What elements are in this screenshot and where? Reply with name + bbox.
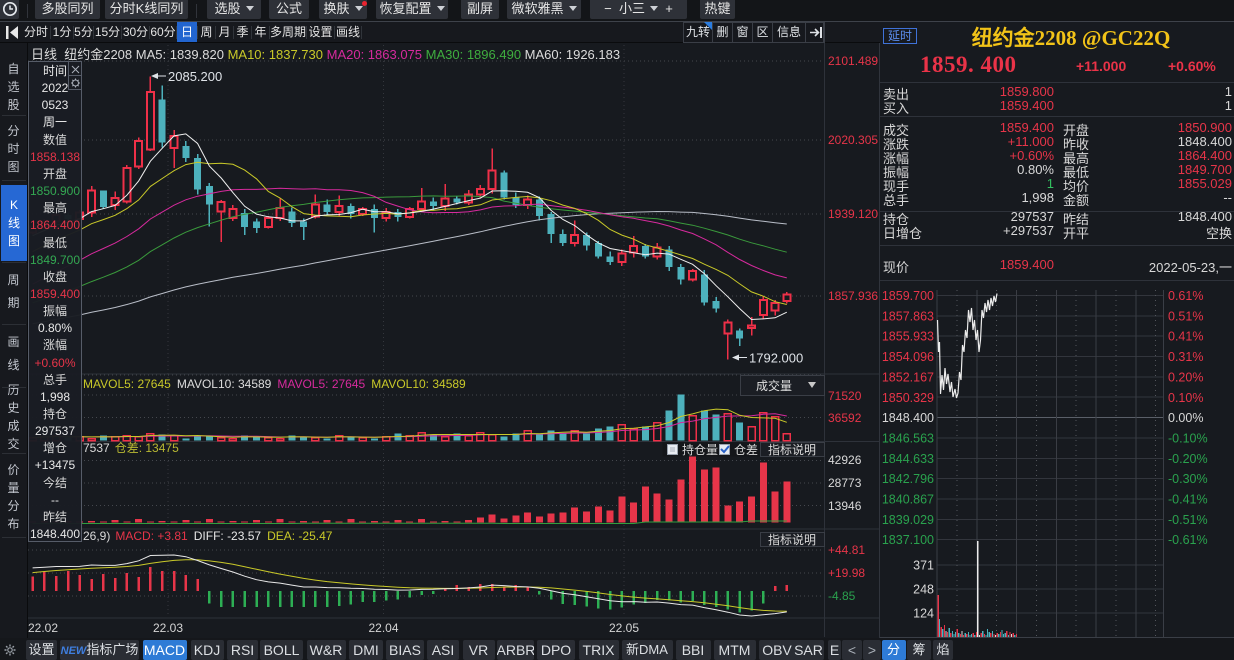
svg-text:2101.489: 2101.489 xyxy=(828,54,878,68)
svg-text:36592: 36592 xyxy=(828,411,862,425)
svg-text:13946: 13946 xyxy=(828,499,862,513)
svg-text:248: 248 xyxy=(913,583,934,597)
svg-text:-0.20%: -0.20% xyxy=(1168,452,1208,466)
svg-text:-0.10%: -0.10% xyxy=(1168,432,1208,446)
svg-text:-0.51%: -0.51% xyxy=(1168,513,1208,527)
svg-text:+44.81: +44.81 xyxy=(828,543,865,557)
svg-text:0.31%: 0.31% xyxy=(1168,350,1203,364)
svg-text:成交量: 成交量 xyxy=(756,378,792,393)
svg-text:1855.933: 1855.933 xyxy=(882,330,934,344)
svg-text:0.00%: 0.00% xyxy=(1168,411,1203,425)
svg-text:22.02: 22.02 xyxy=(28,621,58,635)
svg-text:-0.30%: -0.30% xyxy=(1168,472,1208,486)
svg-text:2085.200: 2085.200 xyxy=(168,69,222,84)
svg-text:1842.796: 1842.796 xyxy=(882,472,934,486)
svg-text:-4.85: -4.85 xyxy=(828,589,856,603)
svg-text:1848.400: 1848.400 xyxy=(882,411,934,425)
svg-text:-0.61%: -0.61% xyxy=(1168,533,1208,547)
svg-text:0.20%: 0.20% xyxy=(1168,370,1203,384)
svg-text:-0.41%: -0.41% xyxy=(1168,493,1208,507)
svg-text:0.61%: 0.61% xyxy=(1168,289,1203,303)
svg-text:1844.633: 1844.633 xyxy=(882,452,934,466)
svg-text:0.10%: 0.10% xyxy=(1168,391,1203,405)
svg-text:1850.329: 1850.329 xyxy=(882,391,934,405)
svg-text:371: 371 xyxy=(913,559,934,573)
svg-text:指标说明: 指标说明 xyxy=(768,532,816,547)
svg-text:1839.029: 1839.029 xyxy=(882,513,934,527)
svg-text:0.41%: 0.41% xyxy=(1168,330,1203,344)
svg-text:124: 124 xyxy=(913,607,934,621)
svg-text:1939.120: 1939.120 xyxy=(828,207,878,221)
svg-text:0.51%: 0.51% xyxy=(1168,309,1203,323)
svg-text:1857.936: 1857.936 xyxy=(828,289,878,303)
svg-text:1837.100: 1837.100 xyxy=(882,533,934,547)
svg-text:1854.096: 1854.096 xyxy=(882,350,934,364)
svg-text:指标说明: 指标说明 xyxy=(768,442,816,457)
svg-text:1846.563: 1846.563 xyxy=(882,432,934,446)
svg-text:28773: 28773 xyxy=(828,476,862,490)
svg-text:22.03: 22.03 xyxy=(153,621,183,635)
svg-text:1859.700: 1859.700 xyxy=(882,289,934,303)
svg-text:22.05: 22.05 xyxy=(609,621,639,635)
svg-text:2020.305: 2020.305 xyxy=(828,133,878,147)
svg-text:1852.167: 1852.167 xyxy=(882,370,934,384)
svg-text:+19.98: +19.98 xyxy=(828,566,865,580)
svg-text:1840.867: 1840.867 xyxy=(882,493,934,507)
svg-text:持仓量: 持仓量 xyxy=(682,442,718,457)
svg-text:22.04: 22.04 xyxy=(368,621,398,635)
svg-text:1792.000: 1792.000 xyxy=(749,351,803,366)
svg-text:71520: 71520 xyxy=(828,389,862,403)
svg-text:1857.863: 1857.863 xyxy=(882,309,934,323)
svg-text:仓差: 仓差 xyxy=(734,443,758,457)
svg-text:42926: 42926 xyxy=(828,453,862,467)
